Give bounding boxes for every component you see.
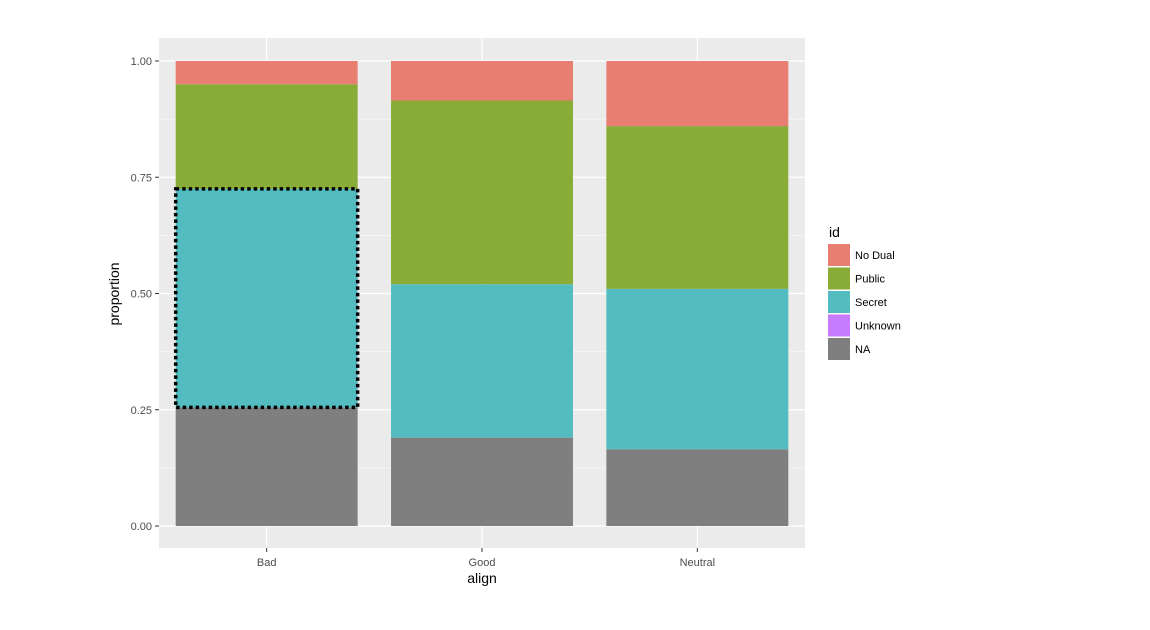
legend-key-public [828,267,850,290]
bar-segment-bad-secret [175,188,358,408]
bar-segment-neutral-no-dual [606,61,789,127]
bars [175,61,789,526]
bar-segment-good-secret [391,284,573,438]
legend-label: Secret [855,297,887,309]
legend-key-unknown [828,314,850,337]
legend-label: No Dual [855,250,895,262]
y-tick-label: 0.75 [131,172,152,184]
legend-title: id [829,224,840,240]
legend-key-secret [828,291,850,313]
y-tick-label: 0.00 [131,521,152,533]
bar-segment-bad-no-dual [175,61,358,85]
y-tick-label: 0.50 [131,289,152,301]
bar-segment-bad-public [175,84,358,189]
x-tick-label: Good [469,557,496,569]
bar-segment-neutral-na [606,449,789,526]
x-tick-label: Neutral [680,557,715,569]
y-tick-label: 0.25 [131,405,152,417]
legend-label: NA [855,344,871,356]
y-axis-title: proportion [106,262,122,325]
bar-segment-neutral-secret [606,288,789,450]
x-axis: Bad Good Neutral [257,548,715,569]
highlight-outline [173,187,360,410]
bar-segment-good-na [391,437,573,526]
y-tick-label: 1.00 [131,56,152,68]
highlight-box [173,187,360,410]
bar-segment-good-no-dual [391,61,573,101]
bar-segment-neutral-public [606,126,789,289]
bar-segment-good-public [391,100,573,285]
legend: id No Dual Public Secret Unknown NA [828,224,901,360]
legend-key-no-dual [828,244,850,266]
bar-segment-bad-na [175,407,358,526]
x-tick-label: Bad [257,557,277,569]
legend-label: Public [855,274,885,286]
x-axis-title: align [467,570,497,586]
legend-key-na [828,338,850,360]
legend-label: Unknown [855,321,901,333]
y-axis: 0.00 0.25 0.50 0.75 1.00 [131,56,159,533]
